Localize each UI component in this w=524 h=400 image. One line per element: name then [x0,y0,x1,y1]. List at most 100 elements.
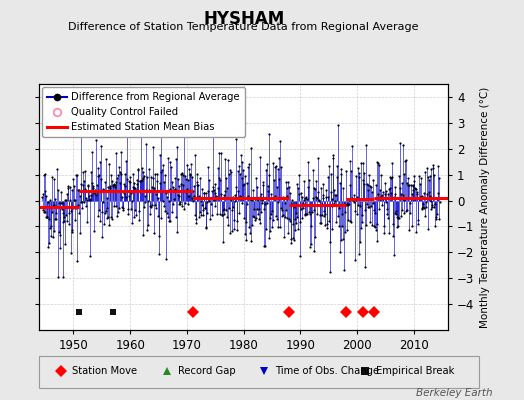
Point [184,177,192,183]
Point [86,195,95,202]
Point [132,187,140,194]
Point [89,183,97,189]
Point [294,225,302,232]
Point [44,244,52,250]
Point [355,170,364,177]
Point [304,209,313,215]
Point [119,205,127,212]
Point [272,184,281,190]
Point [60,213,68,220]
Point [102,204,111,211]
Point [313,189,322,195]
Point [320,208,329,214]
Point [54,187,62,193]
Point [231,198,239,204]
Point [96,217,105,224]
Point [303,211,311,217]
Point [121,188,129,194]
Point [283,215,291,221]
Point [435,199,444,206]
Point [386,185,395,191]
Point [413,221,422,228]
Point [304,184,312,190]
Point [254,197,263,203]
Point [204,188,212,195]
Point [156,180,164,186]
Point [186,172,194,178]
Point [118,204,126,210]
Point [149,144,157,150]
Point [82,195,90,202]
Point [397,191,405,197]
Point [302,194,311,200]
Point [263,200,271,206]
Point [389,221,397,228]
Point [235,163,243,169]
Text: HYSHAM: HYSHAM [203,10,285,28]
Point [395,173,403,179]
Point [200,190,208,196]
Point [96,176,105,182]
Point [109,183,117,190]
Point [143,174,151,180]
Point [106,184,114,191]
Point [151,202,159,208]
Point [325,218,333,224]
Point [402,157,410,164]
Point [199,206,207,213]
Point [135,208,144,214]
Point [132,212,140,218]
Point [83,218,91,225]
Point [388,233,397,239]
Point [274,199,282,205]
Point [401,158,410,164]
Point [379,230,388,236]
Point [144,222,152,228]
Point [243,200,251,207]
Point [197,212,205,218]
Point [244,161,253,167]
Point [230,204,238,210]
Point [224,222,232,228]
Point [333,122,342,128]
Point [367,189,376,196]
Point [208,212,216,218]
Point [417,194,425,200]
Point [389,252,398,258]
Point [171,156,180,162]
Point [427,198,435,204]
Point [382,194,390,201]
Point [198,186,206,192]
Point [324,163,333,170]
Point [315,197,323,203]
Point [253,184,261,191]
Point [208,188,216,194]
Point [155,251,163,257]
Point [40,209,49,215]
Point [51,196,59,202]
Point [252,215,260,222]
Point [356,239,364,245]
Point [274,166,282,172]
Point [241,173,249,179]
Point [390,184,399,190]
Point [96,159,104,166]
Point [377,192,386,198]
Point [383,188,391,194]
Point [148,187,156,194]
Point [184,192,193,199]
Point [84,183,92,189]
Point [409,183,418,190]
Point [221,188,229,194]
Point [218,212,226,218]
Point [81,168,90,174]
Point [357,160,365,166]
Point [47,174,56,180]
Point [313,195,321,201]
Point [292,220,300,226]
Point [190,212,199,218]
Point [430,172,438,178]
Point [75,230,84,236]
Point [239,166,248,173]
Point [377,172,385,178]
